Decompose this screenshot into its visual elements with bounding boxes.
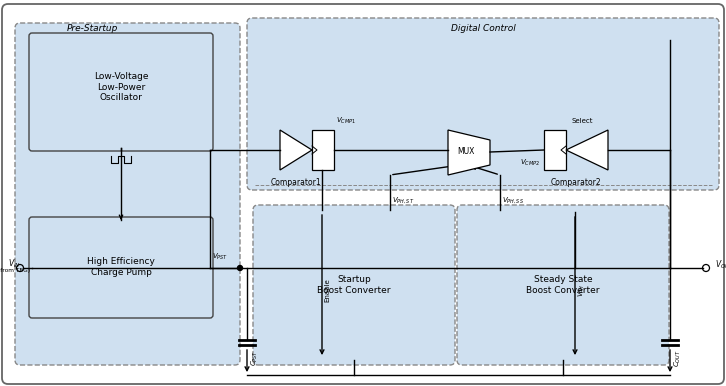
Text: (from TEG): (from TEG): [0, 268, 30, 273]
Bar: [312, 130, 334, 170]
FancyBboxPatch shape: [15, 23, 240, 365]
Bar: [544, 130, 566, 170]
Text: $V_{OUT}$: $V_{OUT}$: [715, 259, 726, 271]
Text: Select: Select: [571, 118, 592, 124]
Text: $V_{CMP1}$: $V_{CMP1}$: [336, 116, 356, 126]
FancyBboxPatch shape: [457, 205, 669, 365]
Text: Steady State
Boost Converter: Steady State Boost Converter: [526, 275, 600, 295]
Text: Enable: Enable: [324, 278, 330, 302]
Text: High Efficiency
Charge Pump: High Efficiency Charge Pump: [87, 257, 155, 277]
Text: Startup
Boost Converter: Startup Boost Converter: [317, 275, 391, 295]
Text: $V_{PH}$: $V_{PH}$: [577, 283, 587, 296]
FancyBboxPatch shape: [253, 205, 455, 365]
Text: MUX: MUX: [457, 147, 475, 156]
Text: $C_{PST}$: $C_{PST}$: [250, 350, 260, 366]
Polygon shape: [566, 130, 608, 170]
FancyBboxPatch shape: [2, 4, 724, 384]
FancyBboxPatch shape: [247, 18, 719, 190]
Text: Comparator2: Comparator2: [551, 178, 601, 187]
Text: Comparator1: Comparator1: [271, 178, 322, 187]
Text: $C_{OUT}$: $C_{OUT}$: [673, 349, 683, 367]
Text: $V_{PST}$: $V_{PST}$: [212, 252, 228, 262]
Text: $V_{PH,SS}$: $V_{PH,SS}$: [502, 195, 524, 205]
Text: $V_{PH,ST}$: $V_{PH,ST}$: [392, 195, 415, 205]
Text: Pre-Startup: Pre-Startup: [66, 24, 118, 33]
FancyBboxPatch shape: [29, 33, 213, 151]
Polygon shape: [448, 130, 490, 175]
Polygon shape: [280, 130, 312, 170]
FancyBboxPatch shape: [29, 217, 213, 318]
Text: $V_{CMP2}$: $V_{CMP2}$: [520, 158, 540, 168]
Circle shape: [237, 266, 242, 271]
Text: Low-Voltage
Low-Power
Oscillator: Low-Voltage Low-Power Oscillator: [94, 72, 148, 102]
Text: $V_{IN}$: $V_{IN}$: [8, 257, 20, 269]
Text: Digital Control: Digital Control: [451, 24, 515, 33]
